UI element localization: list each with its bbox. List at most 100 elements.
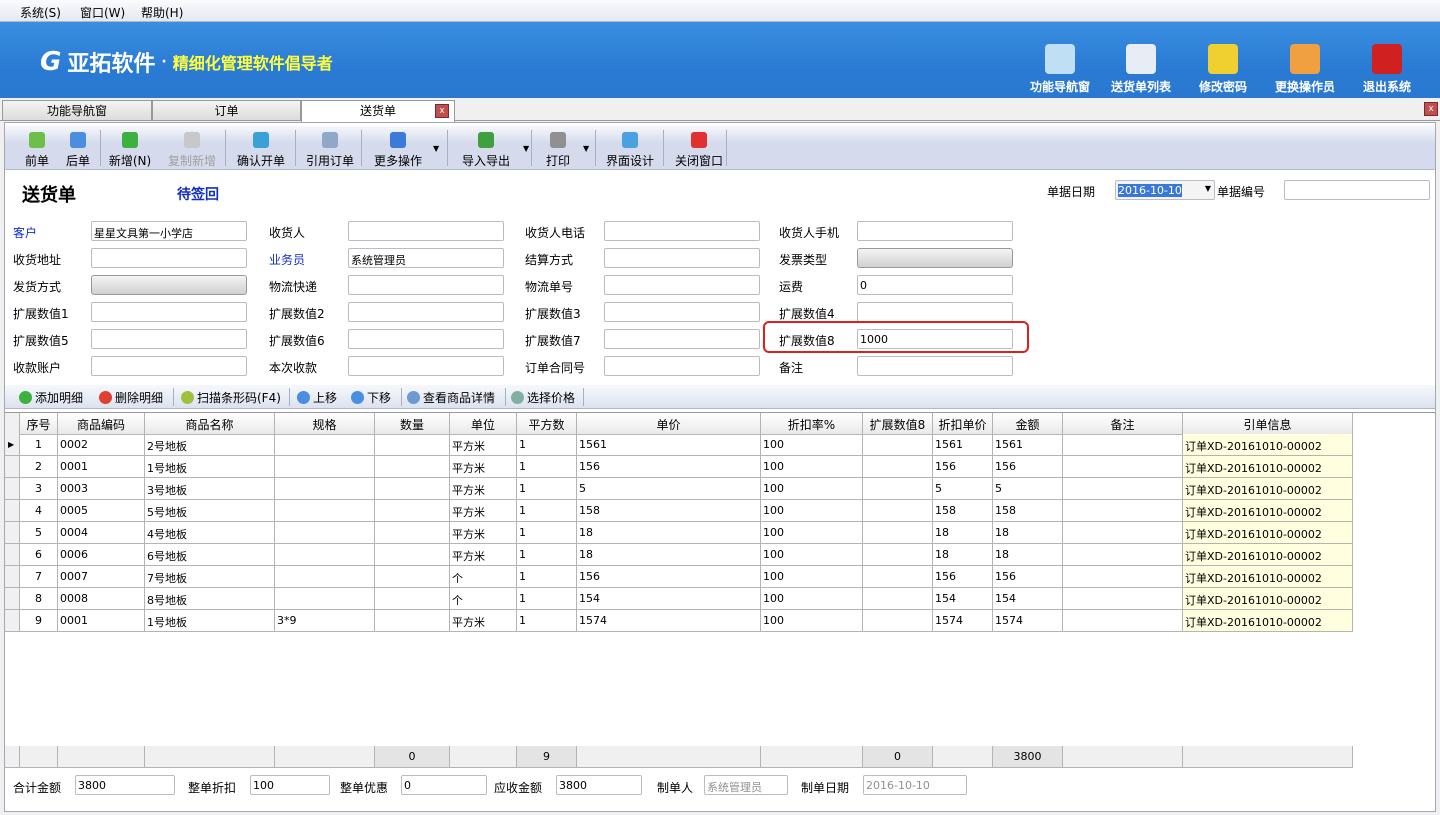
field-input[interactable] [348,329,504,349]
field-input[interactable] [91,329,247,349]
top-button-lock[interactable]: 修改密码 [1183,44,1263,95]
table-cell[interactable] [863,566,933,588]
detail-arrow-down-button[interactable]: 下移 [351,389,391,406]
table-row[interactable]: 2 0001 1号地板 平方米 1 156 100 156 156 订单XD-20161010-0… [5,456,1353,478]
field-input[interactable]: 0 [857,275,1013,295]
field-input[interactable] [91,248,247,268]
table-cell[interactable]: 100 [761,500,863,522]
column-header[interactable]: 扩展数值8 [863,413,933,435]
table-cell[interactable]: 3号地板 [145,478,275,500]
chevron-down-icon[interactable]: ▼ [1204,184,1211,193]
table-cell[interactable] [375,566,450,588]
table-cell[interactable]: 1号地板 [145,610,275,632]
table-row[interactable]: 4 0005 5号地板 平方米 1 158 100 158 158 订单XD-20161010-0… [5,500,1353,522]
table-cell[interactable] [375,500,450,522]
menu-help[interactable]: 帮助(H) [141,6,184,20]
table-cell[interactable]: 154 [577,588,761,610]
table-cell[interactable]: 订单XD-20161010-00002 [1183,566,1353,588]
table-cell[interactable]: 5 [577,478,761,500]
footer-input[interactable]: 3800 [75,775,175,795]
table-cell[interactable] [1063,566,1183,588]
table-cell[interactable] [375,610,450,632]
table-cell[interactable]: 1 [20,434,58,456]
table-cell[interactable]: 1 [517,566,577,588]
table-cell[interactable]: 平方米 [450,500,517,522]
table-cell[interactable]: 3*9 [275,610,375,632]
close-tab-icon[interactable]: x [435,104,449,118]
table-row[interactable]: 5 0004 4号地板 平方米 1 18 100 18 18 订单XD-20161010-0000… [5,522,1353,544]
field-input[interactable] [604,221,760,241]
table-cell[interactable]: 18 [577,544,761,566]
toolbar-save-button[interactable]: 确认开单 [231,130,291,169]
table-cell[interactable]: 8号地板 [145,588,275,610]
field-input[interactable] [857,302,1013,322]
table-cell[interactable] [1063,522,1183,544]
table-cell[interactable]: 100 [761,544,863,566]
table-cell[interactable]: 2 [20,456,58,478]
tab-delivery[interactable]: 送货单 x [301,100,455,122]
table-cell[interactable]: 订单XD-20161010-00002 [1183,610,1353,632]
table-cell[interactable] [863,456,933,478]
chevron-down-icon[interactable]: ▼ [583,144,590,153]
table-cell[interactable] [863,478,933,500]
table-cell[interactable]: 1 [517,500,577,522]
table-cell[interactable]: 1 [517,522,577,544]
table-cell[interactable]: 6号地板 [145,544,275,566]
table-cell[interactable]: 4 [20,500,58,522]
table-cell[interactable]: 1574 [577,610,761,632]
row-selector[interactable]: ▶ [5,434,20,456]
table-cell[interactable]: 1 [517,456,577,478]
field-select-button[interactable] [857,248,1013,268]
field-input[interactable]: 1000 [857,329,1013,349]
field-input[interactable] [857,356,1013,376]
table-row[interactable]: 8 0008 8号地板个 1 154 100 154 154 订单XD-20161010-000… [5,588,1353,610]
row-selector[interactable] [5,522,20,544]
table-row[interactable]: 3 0003 3号地板 平方米 1 5 100 5 5 订单XD-20161010-00002 [5,478,1353,500]
table-cell[interactable] [1063,434,1183,456]
detail-delete-button[interactable]: 删除明细 [99,389,163,406]
table-cell[interactable] [1063,456,1183,478]
table-cell[interactable]: 订单XD-20161010-00002 [1183,544,1353,566]
table-cell[interactable]: 订单XD-20161010-00002 [1183,588,1353,610]
table-cell[interactable]: 1561 [933,434,993,456]
field-input[interactable] [604,248,760,268]
column-header[interactable]: 单价 [577,413,761,435]
table-cell[interactable]: 订单XD-20161010-00002 [1183,522,1353,544]
number-input[interactable] [1284,180,1430,200]
table-cell[interactable]: 156 [577,456,761,478]
chevron-down-icon[interactable]: ▼ [523,144,530,153]
toolbar-document-button[interactable]: 引用订单 [301,130,359,169]
field-input[interactable] [604,329,760,349]
field-input[interactable] [348,356,504,376]
column-header[interactable]: 单位 [450,413,517,435]
table-cell[interactable] [275,588,375,610]
table-cell[interactable]: 0006 [58,544,145,566]
table-cell[interactable] [1063,588,1183,610]
table-cell[interactable] [863,522,933,544]
table-cell[interactable]: 100 [761,522,863,544]
table-cell[interactable]: 0003 [58,478,145,500]
field-input[interactable]: 系统管理员 [348,248,504,268]
table-cell[interactable]: 1 [517,434,577,456]
chevron-down-icon[interactable]: ▼ [433,144,440,153]
toolbar-copy-button[interactable]: 复制新增 [163,130,221,169]
table-cell[interactable]: 100 [761,434,863,456]
table-cell[interactable]: 5 [993,478,1063,500]
tab-navigation[interactable]: 功能导航窗 [2,100,152,121]
table-cell[interactable]: 订单XD-20161010-00002 [1183,456,1353,478]
table-cell[interactable]: 平方米 [450,456,517,478]
top-button-list[interactable]: 送货单列表 [1101,44,1181,95]
field-input[interactable] [91,302,247,322]
detail-scanner-button[interactable]: 扫描条形码(F4) [181,389,281,406]
table-cell[interactable]: 18 [993,522,1063,544]
detail-table-button[interactable]: 选择价格 [511,389,575,406]
table-cell[interactable] [275,434,375,456]
menu-system[interactable]: 系统(S) [20,6,61,20]
table-cell[interactable]: 5 [20,522,58,544]
table-cell[interactable] [1063,610,1183,632]
top-button-user[interactable]: 更换操作员 [1265,44,1345,95]
table-cell[interactable] [375,544,450,566]
column-header[interactable]: 金额 [993,413,1063,435]
column-header[interactable]: 备注 [1063,413,1183,435]
table-cell[interactable]: 156 [993,566,1063,588]
